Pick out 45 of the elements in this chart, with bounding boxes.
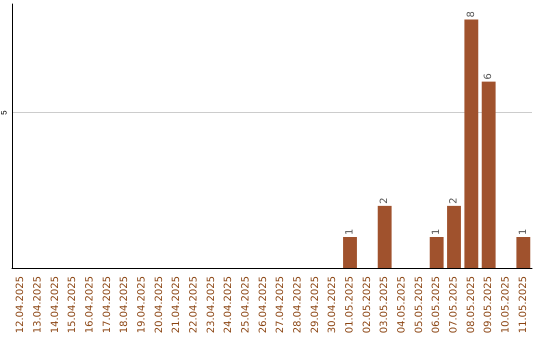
data-label: 8 [466, 11, 477, 18]
x-tick-label: 15.04.2025 [67, 276, 78, 334]
x-tick-label: 23.04.2025 [206, 276, 217, 334]
data-label: 1 [431, 228, 442, 235]
x-tick-label: 16.04.2025 [84, 276, 96, 334]
x-tick-label: 08.05.2025 [466, 276, 477, 334]
bar [464, 20, 478, 268]
x-tick-label: 18.04.2025 [119, 276, 130, 334]
x-tick-label: 12.04.2025 [15, 276, 26, 334]
bar [447, 206, 461, 268]
x-tick-label: 07.05.2025 [448, 276, 460, 334]
x-tick-label: 24.04.2025 [223, 276, 234, 334]
x-tick-label: 26.04.2025 [258, 276, 269, 334]
bar [343, 236, 357, 268]
bar [378, 206, 392, 268]
x-tick-label: 02.05.2025 [362, 276, 373, 334]
data-label: 1 [344, 228, 356, 235]
bar [482, 82, 496, 268]
x-tick-label: 28.04.2025 [292, 276, 304, 334]
x-tick-label: 25.04.2025 [240, 276, 252, 334]
data-label: 6 [483, 73, 494, 80]
x-tick-label: 17.04.2025 [102, 276, 113, 334]
data-label: 1 [518, 228, 529, 235]
x-tick-label: 27.04.2025 [275, 276, 286, 334]
data-label: 2 [379, 198, 390, 204]
x-tick-label: 19.04.2025 [136, 276, 148, 334]
x-tick-label: 29.04.2025 [310, 276, 321, 334]
x-tick-label: 21.04.2025 [171, 276, 182, 334]
bar [516, 236, 530, 268]
data-label: 2 [448, 198, 460, 204]
x-tick-label: 22.04.2025 [188, 276, 200, 334]
x-tick-label: 30.04.2025 [327, 276, 338, 334]
y-tick-label: 5 [0, 110, 8, 115]
x-tick-label: 13.04.2025 [32, 276, 44, 334]
x-tick-label: 05.05.2025 [414, 276, 425, 334]
x-tick-label: 14.04.2025 [50, 276, 61, 334]
x-tick-label: 20.04.2025 [154, 276, 165, 334]
x-tick-label: 01.05.2025 [344, 276, 356, 334]
x-tick-label: 10.05.2025 [500, 276, 512, 334]
x-tick-label: 11.05.2025 [518, 276, 529, 334]
x-tick-label: 03.05.2025 [379, 276, 390, 334]
x-tick-label: 06.05.2025 [431, 276, 442, 334]
x-tick-label: 09.05.2025 [483, 276, 494, 334]
bar [430, 236, 444, 268]
x-tick-label: 04.05.2025 [396, 276, 408, 334]
